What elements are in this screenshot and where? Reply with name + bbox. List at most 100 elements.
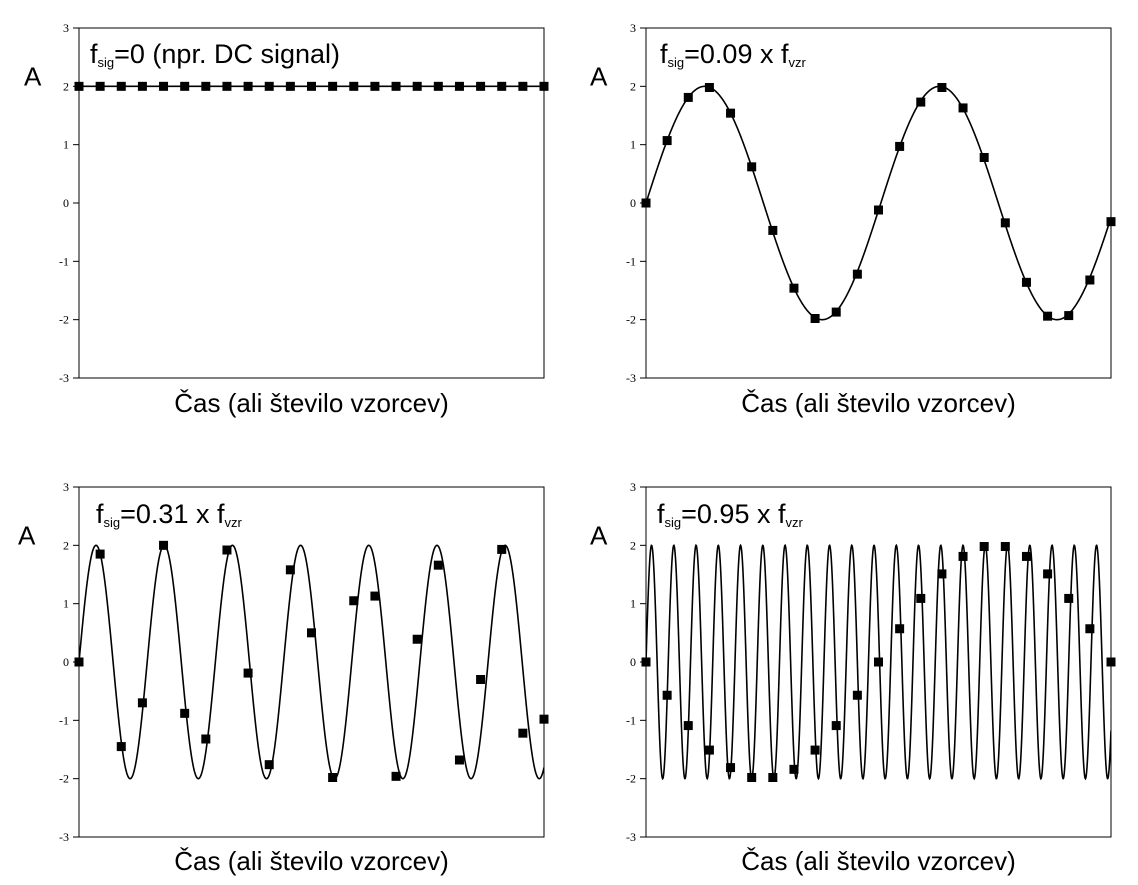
- y-tick-label: -1: [626, 254, 636, 268]
- y-axis-label: A: [590, 61, 608, 91]
- signal-line: [79, 544, 544, 780]
- sample-point: [662, 136, 672, 146]
- sample-point: [789, 283, 799, 293]
- sample-point: [704, 745, 714, 755]
- y-tick-label: 3: [63, 480, 69, 494]
- y-axis-label: A: [590, 520, 608, 550]
- sample-point: [1064, 311, 1074, 321]
- sample-point: [958, 551, 968, 561]
- sample-point: [852, 690, 862, 700]
- sample-point: [683, 721, 693, 731]
- sample-point: [137, 81, 147, 91]
- y-tick-label: 0: [630, 655, 636, 669]
- sample-point: [412, 81, 422, 91]
- y-tick-label: 0: [63, 196, 69, 210]
- sample-point: [159, 81, 169, 91]
- x-axis-label: Čas (ali število vzorcev): [174, 388, 449, 418]
- sample-point: [895, 141, 905, 151]
- chart-panel-1: 3 2 1 0 -1 -2 -3 A Čas (ali število vzorcev) fsig…: [24, 21, 549, 418]
- sample-point: [937, 569, 947, 579]
- sample-point: [264, 81, 274, 91]
- sample-point: [391, 771, 401, 781]
- sample-point: [74, 81, 84, 91]
- y-tick-label: 2: [63, 538, 69, 552]
- y-tick-label: 1: [630, 597, 636, 611]
- y-tick-label: 0: [63, 655, 69, 669]
- y-tick-label: -2: [59, 772, 69, 786]
- x-axis-label: Čas (ali število vzorcev): [741, 846, 1016, 876]
- y-tick-label: 3: [630, 480, 636, 494]
- sample-point: [201, 734, 211, 744]
- sample-point: [95, 549, 105, 559]
- sample-point: [307, 628, 316, 638]
- y-tick-label: -3: [626, 830, 636, 844]
- sample-point: [243, 668, 253, 678]
- sample-point: [137, 698, 147, 708]
- sample-point: [726, 763, 736, 773]
- sample-point: [683, 92, 693, 102]
- sample-point: [979, 153, 989, 162]
- sample-point: [180, 708, 190, 718]
- sample-point: [1106, 657, 1116, 667]
- sample-point: [1021, 277, 1031, 287]
- y-tick-label: 1: [63, 597, 69, 611]
- sample-point: [518, 728, 528, 738]
- y-tick-label: 2: [63, 79, 69, 93]
- sample-point: [747, 773, 757, 782]
- sample-point: [433, 81, 443, 91]
- y-axis-label: A: [24, 61, 42, 91]
- chart-panel-3: 3 2 1 0 -1 -2 -3 A Čas (ali število vzorcev) fsig…: [18, 480, 549, 876]
- sample-point: [895, 624, 905, 634]
- sample-point: [391, 81, 401, 91]
- sample-point: [328, 81, 338, 91]
- sample-point: [349, 596, 359, 606]
- sample-point: [1000, 218, 1010, 228]
- signal-line: [646, 543, 1111, 781]
- sample-point: [768, 773, 778, 782]
- sample-point: [874, 657, 883, 667]
- sample-point: [370, 81, 380, 91]
- sample-point: [916, 97, 926, 107]
- y-axis-label: A: [18, 520, 36, 550]
- sample-point: [180, 81, 190, 91]
- y-tick-label: -3: [59, 371, 69, 385]
- sample-point: [74, 657, 84, 667]
- sample-point: [1000, 542, 1010, 551]
- sample-point: [1021, 551, 1031, 561]
- x-axis-label: Čas (ali število vzorcev): [741, 388, 1016, 418]
- sample-point: [518, 81, 528, 91]
- sample-point: [831, 307, 841, 317]
- chart-panel-4: 3 2 1 0 -1 -2 -3 A Čas (ali število vzorcev) fsig…: [590, 480, 1116, 876]
- sample-point: [641, 657, 651, 667]
- sample-point: [454, 755, 464, 765]
- sample-point: [726, 108, 736, 118]
- sample-point: [916, 593, 926, 603]
- sample-point: [285, 81, 295, 91]
- sample-point: [539, 714, 549, 724]
- chart-title: fsig=0 (npr. DC signal): [90, 39, 340, 70]
- sample-point: [476, 81, 486, 91]
- sample-point: [831, 721, 841, 731]
- sample-point: [641, 198, 651, 208]
- sample-point: [874, 205, 883, 215]
- sample-point: [412, 634, 422, 644]
- y-tick-label: -1: [626, 713, 636, 727]
- sample-point: [433, 560, 443, 570]
- sample-point: [476, 675, 486, 684]
- sample-point: [810, 745, 820, 755]
- y-tick-label: 0: [630, 196, 636, 210]
- sample-point: [370, 591, 380, 601]
- sample-point: [222, 81, 232, 91]
- sample-point: [937, 83, 947, 92]
- sample-point: [810, 314, 820, 323]
- sample-point: [958, 103, 968, 113]
- chart-title: fsig=0.31 x fvzr: [96, 499, 242, 530]
- sample-point: [349, 81, 359, 91]
- y-tick-label: -2: [626, 772, 636, 786]
- y-tick-label: 1: [630, 138, 636, 152]
- chart-title: fsig=0.09 x fvzr: [660, 39, 806, 70]
- sample-point: [747, 162, 757, 172]
- y-tick-label: -3: [626, 371, 636, 385]
